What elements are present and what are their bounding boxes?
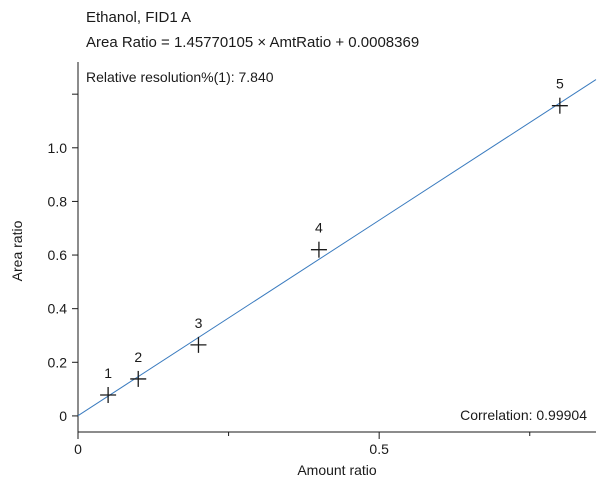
chart-title: Ethanol, FID1 A (86, 9, 191, 26)
point-label: 4 (315, 220, 323, 236)
data-point: 5 (551, 76, 568, 114)
x-axis-title: Amount ratio (297, 462, 377, 478)
y-tick-label: 0.6 (48, 247, 68, 263)
regression-equation: Area Ratio = 1.45770105 × AmtRatio + 0.0… (86, 34, 419, 51)
point-label: 5 (556, 76, 564, 92)
x-tick-label: 0.5 (369, 441, 389, 457)
y-tick-label: 1.0 (48, 140, 68, 156)
point-label: 1 (104, 365, 112, 381)
y-axis-title: Area ratio (9, 220, 25, 281)
plot-area: 0 0.2 0.4 0.6 0.8 1.0 0 0.5 1 2 3 4 5 (48, 62, 597, 457)
y-tick-label: 0.2 (48, 354, 68, 370)
y-tick-label: 0.8 (48, 193, 68, 209)
point-label: 2 (134, 349, 142, 365)
regression-line (77, 79, 597, 417)
data-point: 3 (190, 315, 207, 353)
point-label: 3 (195, 315, 203, 331)
data-point: 1 (100, 365, 117, 403)
data-point: 4 (310, 220, 327, 258)
y-tick-label: 0 (59, 408, 67, 424)
y-tick-label: 0.4 (48, 301, 68, 317)
data-point: 2 (130, 349, 147, 387)
x-tick-label: 0 (74, 441, 82, 457)
relative-resolution-note: Relative resolution%(1): 7.840 (86, 69, 274, 85)
correlation-note: Correlation: 0.99904 (460, 407, 587, 423)
